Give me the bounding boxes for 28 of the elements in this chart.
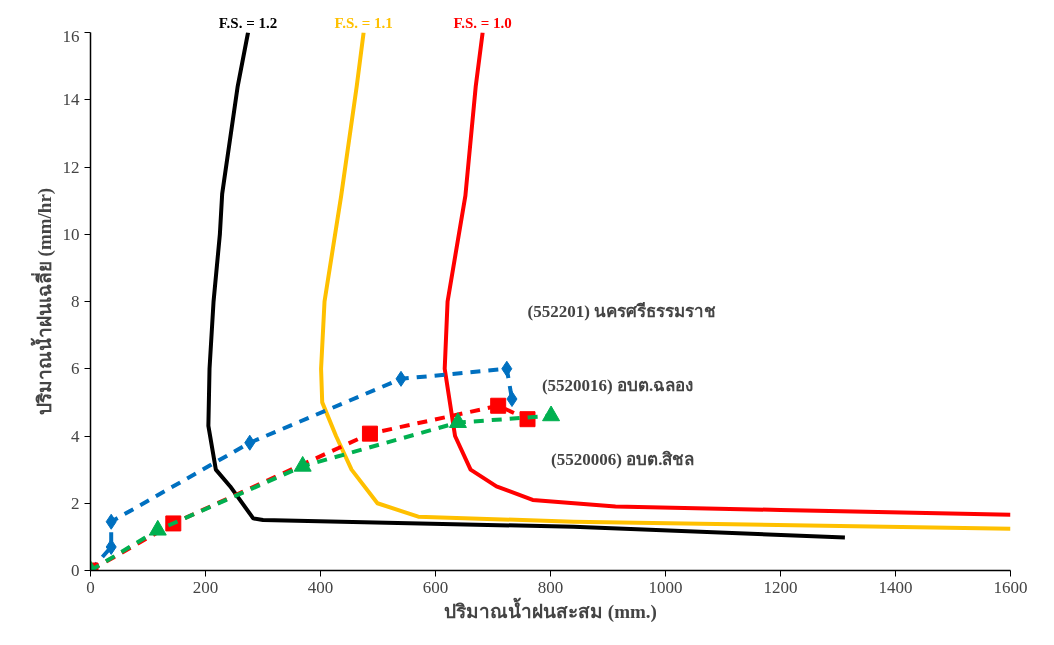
x-tick-label: 1000 [648,577,683,597]
x-tick-label: 1400 [878,577,913,597]
series-label: F.S. = 1.0 [453,14,512,31]
x-tick-label: 200 [192,577,219,597]
y-tick-label: 8 [71,292,80,311]
x-tick-label: 1600 [993,577,1028,597]
text: (552201) นครศรีธรรมราช [527,301,717,322]
y-tick-label: 2 [71,493,80,513]
y-axis-title: ปริมาณน้ำฝนเฉลี่ย (mm/hr) [29,187,56,416]
y-tick-label: 16 [62,26,80,46]
line-series [319,32,1011,531]
series-label: F.S. = 1.2 [218,14,278,31]
y-tick-label: 14 [62,90,80,110]
y-tick-label: 0 [71,561,80,580]
line-series [206,32,847,540]
y-tick-label: 4 [71,426,80,446]
y-tick-label: 6 [71,359,80,379]
x-axis-title: ปริมาณน้ำฝนสะสม (mm.) [444,596,657,623]
x-tick-label: 1200 [763,577,798,597]
y-tick-label: 10 [62,224,80,244]
x-tick-label: 0 [86,577,95,597]
series-label: F.S. = 1.1 [334,14,393,31]
series-label: (5520016) อบต.ฉลอง [541,376,694,396]
x-tick-label: 600 [422,577,449,597]
series-label: (5520006) อบต.สิชล [551,450,695,470]
x-tick-label: 800 [537,577,564,597]
x-tick-label: 400 [307,577,334,597]
y-tick-label: 12 [62,157,80,177]
